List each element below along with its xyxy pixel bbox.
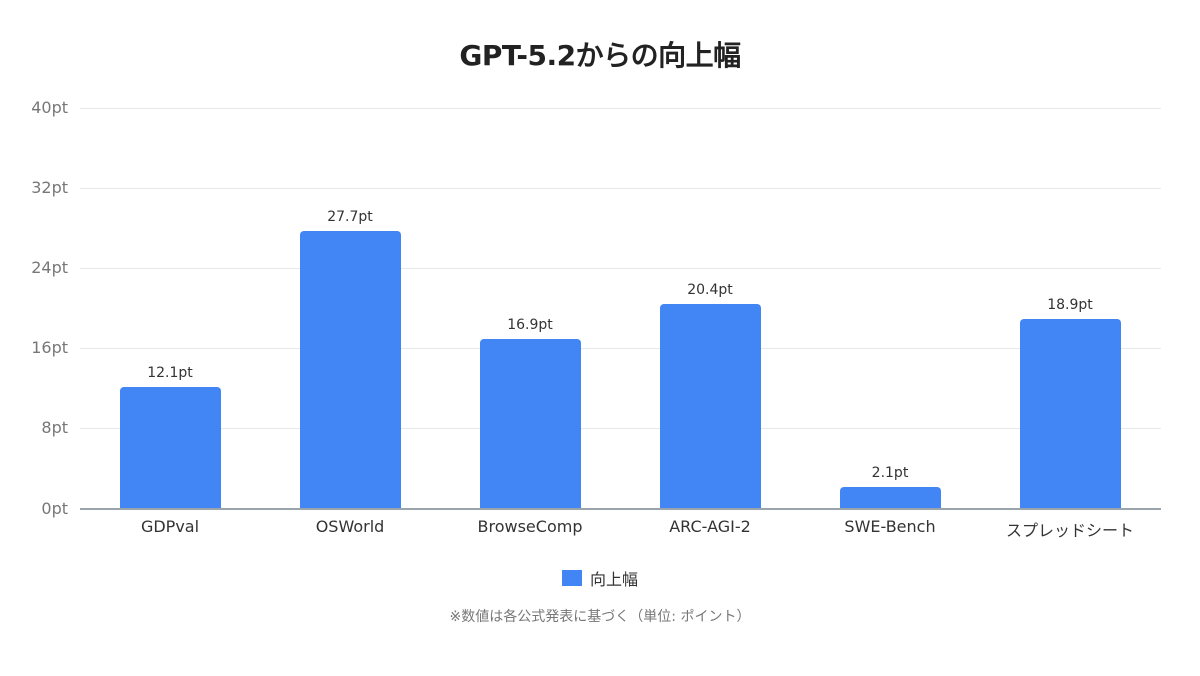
bar-value-label: 27.7pt — [327, 209, 373, 225]
bar-value-label: 16.9pt — [507, 317, 553, 333]
x-axis-line — [80, 508, 1161, 510]
y-tick-40: 40pt — [31, 98, 68, 117]
y-tick-16: 16pt — [31, 338, 68, 357]
x-axis-label: BrowseComp — [477, 517, 583, 536]
legend-swatch — [561, 570, 582, 586]
bar — [120, 387, 221, 508]
chart-title: GPT-5.2からの向上幅 — [459, 39, 741, 72]
bar-value-label: 2.1pt — [871, 465, 909, 481]
bar — [660, 304, 761, 508]
x-axis-label: GDPval — [140, 517, 200, 536]
bar — [840, 487, 941, 508]
bar — [300, 231, 401, 508]
footnote: ※数値は各公式発表に基づく（単位: ポイント） — [449, 609, 751, 625]
x-axis-label: ARC-AGI-2 — [669, 517, 751, 536]
gridline — [80, 108, 1161, 109]
bar-value-label: 18.9pt — [1047, 297, 1093, 313]
bar-value-label: 12.1pt — [147, 365, 193, 381]
legend-label: 向上幅 — [589, 570, 638, 589]
gridline — [80, 348, 1161, 349]
y-tick-0: 0pt — [41, 499, 68, 518]
y-tick-32: 32pt — [31, 178, 68, 197]
bar-value-label: 20.4pt — [687, 282, 733, 298]
legend: 向上幅 — [0, 566, 1200, 590]
y-tick-24: 24pt — [31, 258, 68, 277]
gridline — [80, 428, 1161, 429]
x-axis-label: スプレッドシート — [1005, 521, 1134, 540]
bar — [1020, 319, 1121, 508]
bar — [480, 339, 581, 508]
gridline — [80, 268, 1161, 269]
y-tick-8: 8pt — [41, 418, 68, 437]
x-axis-label: OSWorld — [315, 517, 385, 536]
gridline — [80, 188, 1161, 189]
x-axis-label: SWE-Bench — [844, 517, 936, 536]
plot-area: 12.1pt 27.7pt 16.9pt 20.4pt 2.1pt 18.9pt — [80, 108, 1161, 510]
